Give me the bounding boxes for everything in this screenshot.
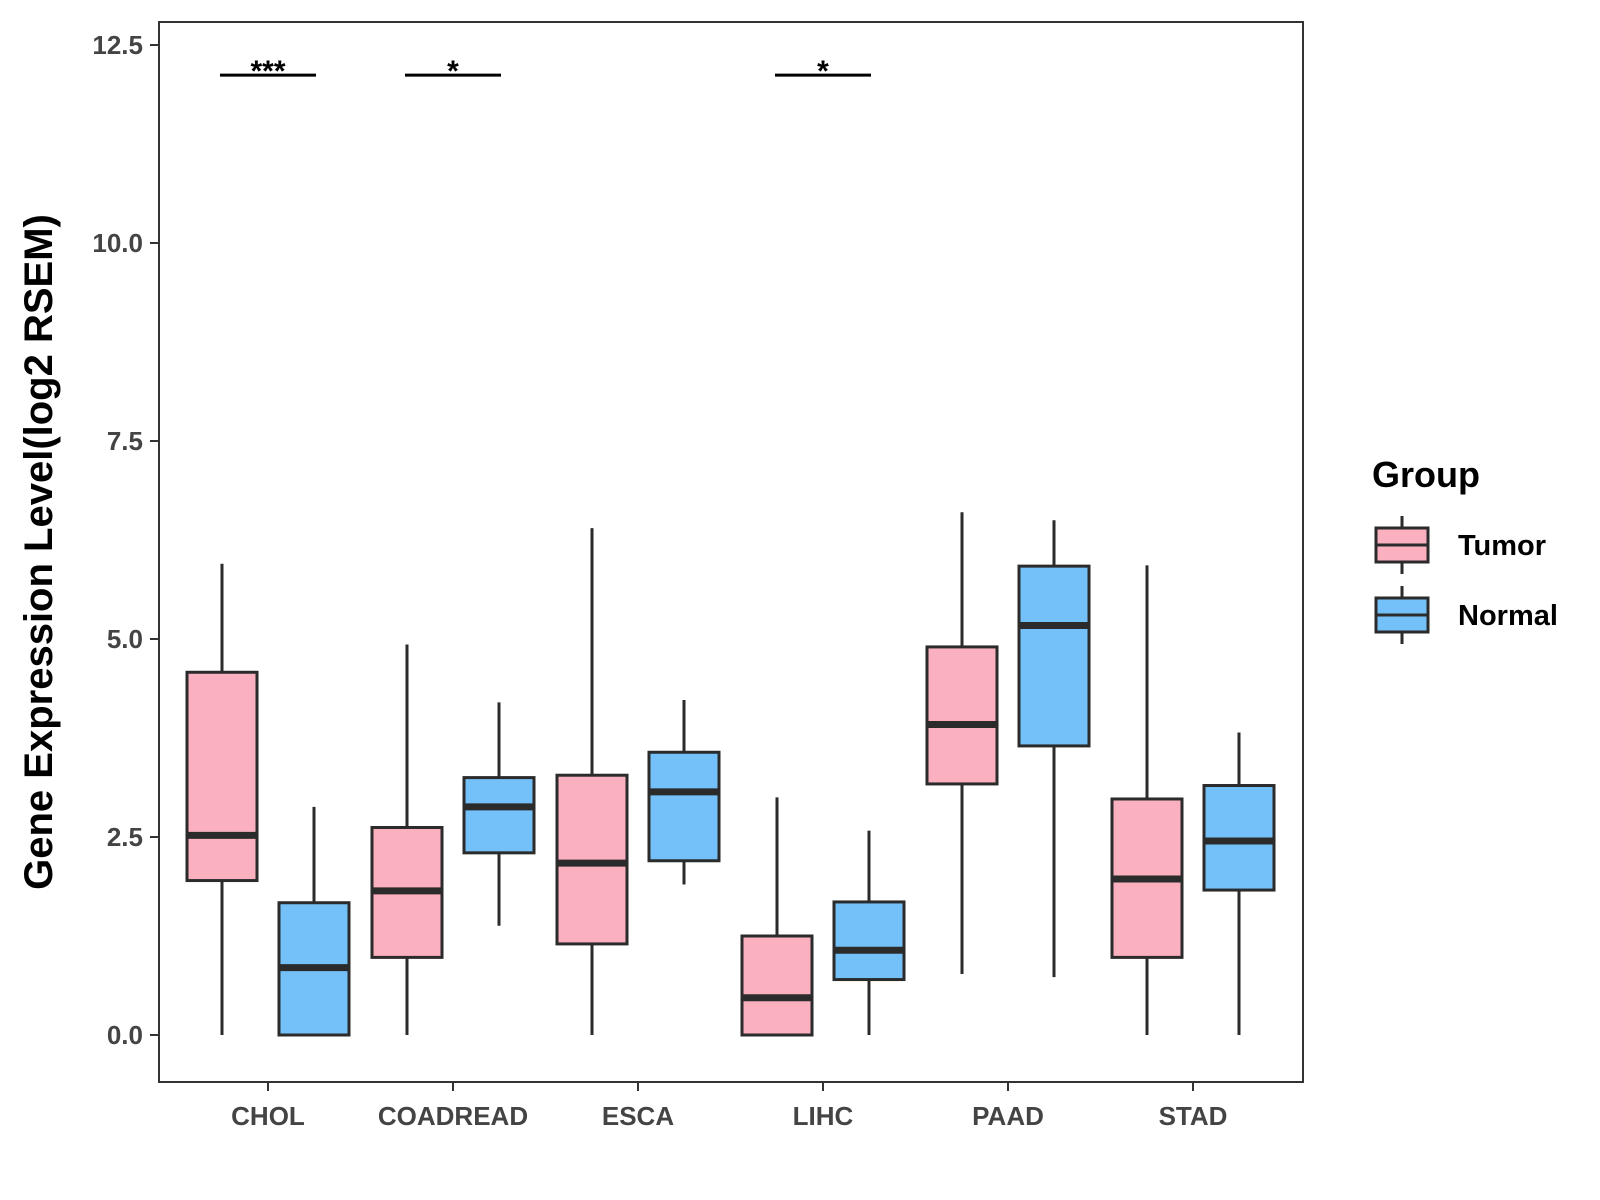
y-axis: 0.0 2.5 5.0 7.5 10.0 12.5 — [92, 30, 159, 1050]
significance-chol: *** — [220, 55, 316, 88]
box-tumor-esca — [555, 528, 629, 1035]
x-tick-label: STAD — [1159, 1101, 1228, 1131]
box-tumor-stad — [1110, 565, 1184, 1035]
box-normal-chol — [277, 806, 351, 1037]
legend-item-normal: Normal — [1374, 586, 1558, 644]
legend-label: Tumor — [1458, 530, 1546, 562]
legend: Group Tumor Normal — [1372, 454, 1558, 644]
significance-label: * — [447, 55, 459, 88]
box-normal-stad — [1202, 732, 1276, 1035]
y-tick-label: 0.0 — [107, 1020, 143, 1050]
box-tumor-lihc — [740, 797, 814, 1037]
legend-label: Normal — [1458, 600, 1558, 632]
box-body — [925, 645, 999, 786]
box-body — [555, 773, 629, 946]
box-body — [1017, 564, 1091, 748]
box-normal-coadread — [462, 702, 536, 926]
x-tick-label: PAAD — [972, 1101, 1044, 1131]
box-normal-esca — [647, 699, 721, 885]
y-tick-label: 12.5 — [92, 30, 143, 60]
x-tick-label: CHOL — [231, 1101, 305, 1131]
box-body — [740, 934, 814, 1037]
significance-lihc: * — [775, 55, 871, 88]
box-tumor-paad — [925, 512, 999, 975]
significance-label: *** — [250, 55, 285, 88]
y-tick-label: 2.5 — [107, 822, 143, 852]
box-body — [647, 750, 721, 863]
x-axis: CHOL COADREAD ESCA LIHC PAAD STAD — [231, 1082, 1227, 1131]
legend-item-tumor: Tumor — [1374, 516, 1546, 574]
y-axis-title: Gene Expression Level(log2 RSEM) — [17, 214, 61, 890]
significance-annotations: *** * * — [220, 55, 871, 88]
x-tick-label: COADREAD — [378, 1101, 528, 1131]
box-normal-lihc — [832, 830, 906, 1035]
box-tumor-chol — [185, 563, 259, 1035]
y-tick-label: 7.5 — [107, 426, 143, 456]
legend-title: Group — [1372, 454, 1480, 495]
x-tick-label: LIHC — [793, 1101, 854, 1131]
box-body — [832, 900, 906, 982]
box-normal-paad — [1017, 520, 1091, 978]
boxes-layer — [185, 512, 1276, 1037]
significance-coadread: * — [405, 55, 501, 88]
box-tumor-coadread — [370, 644, 444, 1035]
x-tick-label: ESCA — [602, 1101, 674, 1131]
y-tick-label: 5.0 — [107, 624, 143, 654]
y-tick-label: 10.0 — [92, 228, 143, 258]
significance-label: * — [817, 55, 829, 88]
box-body — [462, 776, 536, 855]
box-body — [185, 670, 259, 883]
